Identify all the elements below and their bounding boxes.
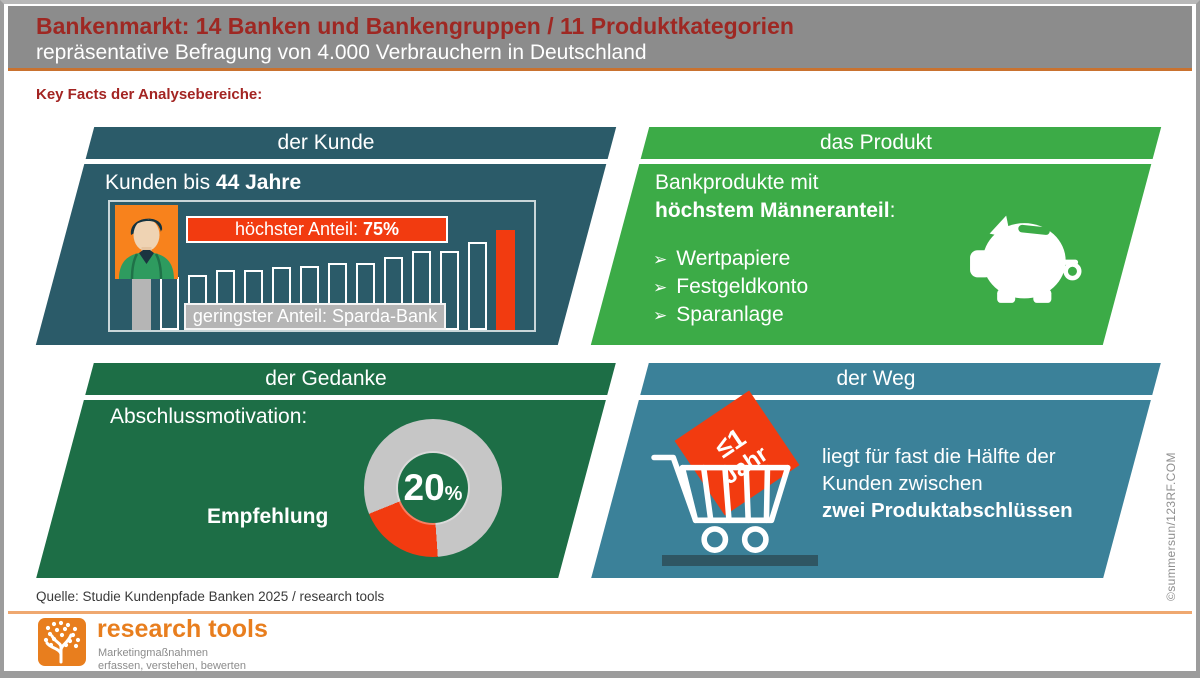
- product-item: ➢ Festgeldkonto: [653, 275, 809, 298]
- donut-chart: 20%: [364, 419, 502, 557]
- panel-der-gedanke-background: [36, 363, 616, 578]
- research-tools-logo-icon: [38, 618, 86, 666]
- weg-statement: liegt für fast die Hälfte der Kunden zwi…: [822, 445, 1073, 522]
- bank-bar-chart-box: höchster Anteil: 75% geringster Anteil: …: [108, 200, 536, 332]
- produkt-lead-text: Bankprodukte mit höchstem Männeranteil:: [655, 171, 896, 222]
- section-label: Key Facts der Analysebereiche:: [36, 86, 263, 103]
- image-credit: ©summersun/123RF.COM: [1164, 452, 1178, 601]
- product-list: ➢ Wertpapiere ➢ Festgeldkonto ➢ Sparanlage: [653, 245, 808, 329]
- arrow-bullet-icon: ➢: [653, 278, 668, 297]
- panel-der-weg-title: der Weg: [836, 367, 916, 390]
- gedanke-lead-text: Abschlussmotivation:: [110, 405, 308, 428]
- panel-der-gedanke-title: der Gedanke: [265, 367, 387, 390]
- product-item: ➢ Sparanlage: [653, 303, 784, 326]
- shopping-cart-icon: [650, 435, 812, 557]
- arrow-bullet-icon: ➢: [653, 250, 668, 269]
- page-subtitle: repräsentative Befragung von 4.000 Verbr…: [36, 41, 647, 64]
- piggy-bank-icon: [958, 207, 1086, 307]
- source-note: Quelle: Studie Kundenpfade Banken 2025 /…: [36, 589, 385, 604]
- bar: [160, 277, 179, 330]
- bar-highest: [496, 230, 515, 330]
- bar: [440, 251, 459, 330]
- orange-rule-bottom: [8, 611, 1192, 614]
- tree-icon: [43, 620, 81, 664]
- panel-der-kunde: der Kunde Kunden bis 44 Jahre höchster A…: [35, 127, 617, 345]
- person-icon: [119, 218, 174, 280]
- lowest-share-banner: geringster Anteil: Sparda-Bank: [184, 303, 446, 330]
- panel-der-kunde-title: der Kunde: [277, 131, 375, 154]
- highest-share-banner: höchster Anteil: 75%: [186, 216, 448, 243]
- bar: [468, 242, 487, 330]
- panel-der-gedanke: der Gedanke Abschlussmotivation: Empfehl…: [36, 363, 616, 578]
- panel-das-produkt-title: das Produkt: [819, 131, 933, 154]
- donut-center-value: 20%: [403, 467, 463, 508]
- logo-tagline-1: Marketingmaßnahmen: [98, 647, 209, 659]
- page-title: Bankenmarkt: 14 Banken und Bankengruppen…: [36, 13, 794, 39]
- orange-rule-top: [8, 68, 1192, 71]
- donut-category-label: Empfehlung: [207, 505, 329, 528]
- product-item: ➢ Wertpapiere: [653, 247, 791, 270]
- panel-das-produkt: das Produkt Bankprodukte mit höchstem Mä…: [590, 127, 1162, 345]
- cart-shadow-bar: [662, 555, 818, 566]
- kunde-lead-text: Kunden bis 44 Jahre: [105, 171, 302, 194]
- young-customer-avatar: [115, 205, 178, 280]
- header-band: Bankenmarkt: 14 Banken und Bankengruppen…: [8, 6, 1192, 68]
- research-tools-logo-text: research tools: [97, 615, 268, 643]
- panel-der-weg: der Weg ≤1 Jahr liegt für fast die Hälft…: [591, 363, 1161, 578]
- logo-tagline-2: erfassen, verstehen, bewerten: [98, 660, 246, 672]
- bar-lowest: [132, 278, 151, 330]
- arrow-bullet-icon: ➢: [653, 306, 668, 325]
